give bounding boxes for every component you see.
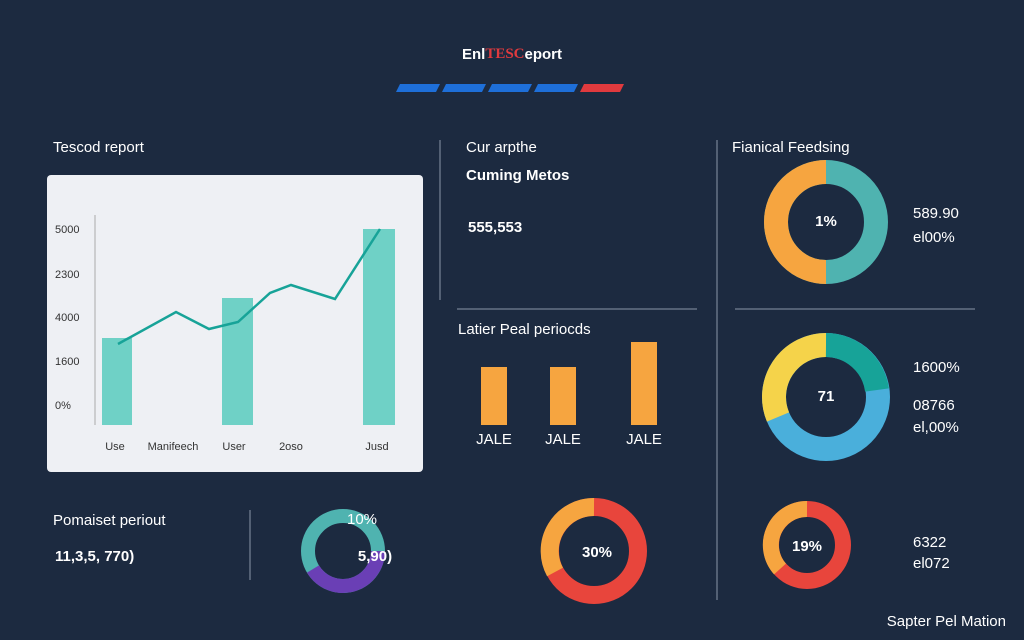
bar <box>481 367 507 425</box>
donut <box>540 497 647 604</box>
donut <box>764 160 888 284</box>
legend-text: 589.90 <box>913 205 959 222</box>
legend-text: 6322 <box>913 534 946 551</box>
y-label: 0% <box>55 400 71 412</box>
donut-value: 5,90) <box>358 548 392 565</box>
donut <box>762 333 890 461</box>
legend-text: 1600% <box>913 359 960 376</box>
bottom-value: 11,3,5, 770) <box>55 548 134 565</box>
panel-title: Tescod report <box>53 139 145 156</box>
panel-title: Latier Peal periocds <box>458 321 591 338</box>
bar <box>363 229 395 425</box>
donut <box>762 500 851 589</box>
donut-center: 19% <box>792 538 822 555</box>
y-label: 1600 <box>55 356 79 368</box>
x-label: Use <box>105 441 125 453</box>
title: EnlTESCeport <box>462 46 562 63</box>
legend-text: el,00% <box>913 419 959 436</box>
legend-text: el00% <box>913 229 955 246</box>
y-label: 4000 <box>55 312 79 324</box>
donut-center: 30% <box>582 544 612 561</box>
x-label: Manifeech <box>148 441 199 453</box>
x-label: Jusd <box>365 441 388 453</box>
donut <box>301 509 385 593</box>
legend-text: el072 <box>913 555 950 572</box>
bar-label: JALE <box>545 431 581 448</box>
footer-text: Sapter Pel Mation <box>887 613 1006 630</box>
y-label: 2300 <box>55 269 79 281</box>
legend-text: 08766 <box>913 397 955 414</box>
trend-line <box>117 228 382 346</box>
metric-value: 555,553 <box>468 219 522 236</box>
donut-center: 1% <box>815 213 837 230</box>
eyebrow: Cur arpthe <box>466 139 537 156</box>
panel-title: Pomaiset periout <box>53 512 166 529</box>
bar <box>631 342 657 425</box>
y-label: 5000 <box>55 224 79 236</box>
title-stripes <box>396 84 624 92</box>
donut-center: 71 <box>818 388 835 405</box>
x-label: User <box>222 441 246 453</box>
bar <box>550 367 576 425</box>
bar <box>102 338 132 425</box>
bar-label: JALE <box>626 431 662 448</box>
donut-label: 10% <box>347 511 377 528</box>
title-part: Enl <box>462 46 485 63</box>
subtitle: Cuming Metos <box>466 167 569 184</box>
bar <box>222 298 253 425</box>
x-label: 2oso <box>279 441 303 453</box>
panel-title: Fianical Feedsing <box>732 139 850 156</box>
title-part: TESC <box>485 46 524 62</box>
title-part: eport <box>525 46 563 63</box>
bar-label: JALE <box>476 431 512 448</box>
